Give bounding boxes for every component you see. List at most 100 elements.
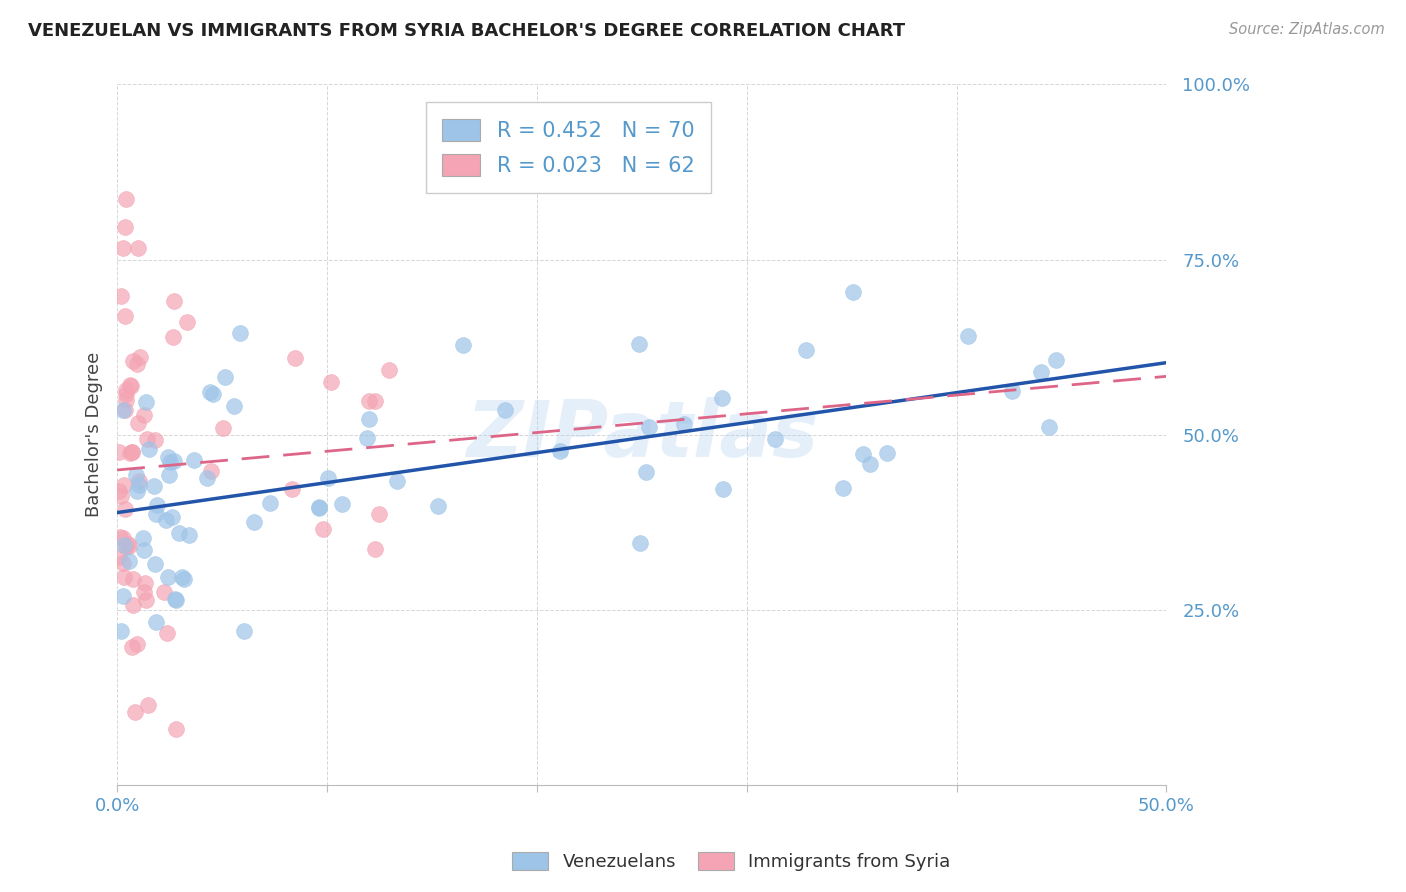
Point: [312, 522, 335, 536]
Point: [163, 453, 186, 467]
Point: [363, 393, 385, 408]
Point: [118, 539, 141, 553]
Point: [842, 285, 865, 300]
Point: [120, 379, 142, 393]
Point: [1001, 384, 1024, 398]
Point: [198, 384, 221, 399]
Point: [125, 467, 148, 482]
Point: [128, 477, 150, 491]
Point: [794, 343, 817, 358]
Point: [308, 501, 330, 516]
Point: [112, 241, 135, 255]
Point: [128, 351, 150, 365]
Point: [165, 593, 187, 607]
Point: [284, 351, 307, 365]
Point: [118, 554, 141, 568]
Point: [132, 409, 155, 423]
Point: [110, 289, 132, 303]
Point: [200, 464, 222, 478]
Point: [711, 391, 734, 405]
Point: [114, 309, 136, 323]
Point: [118, 446, 141, 460]
Point: [165, 722, 187, 736]
Point: [114, 502, 136, 516]
Point: [124, 705, 146, 719]
Point: [172, 570, 194, 584]
Point: [134, 575, 156, 590]
Point: [132, 584, 155, 599]
Point: [157, 468, 180, 483]
Point: [638, 420, 661, 434]
Point: [859, 457, 882, 471]
Legend: R = 0.452   N = 70, R = 0.023   N = 62: R = 0.452 N = 70, R = 0.023 N = 62: [426, 102, 711, 193]
Point: [330, 497, 353, 511]
Point: [201, 387, 224, 401]
Point: [319, 376, 342, 390]
Point: [852, 447, 875, 461]
Point: [308, 500, 330, 515]
Point: [117, 536, 139, 550]
Point: [114, 403, 136, 417]
Point: [163, 294, 186, 309]
Point: [672, 417, 695, 431]
Point: [138, 442, 160, 457]
Point: [173, 572, 195, 586]
Point: [832, 481, 855, 495]
Point: [1045, 353, 1067, 368]
Point: [127, 484, 149, 499]
Point: [112, 538, 135, 552]
Point: [142, 479, 165, 493]
Point: [160, 510, 183, 524]
Point: [128, 474, 150, 488]
Point: [108, 483, 131, 498]
Point: [112, 570, 135, 584]
Point: [628, 337, 651, 351]
Point: [114, 219, 136, 234]
Legend: Venezuelans, Immigrants from Syria: Venezuelans, Immigrants from Syria: [505, 845, 957, 879]
Point: [135, 592, 157, 607]
Point: [155, 513, 177, 527]
Point: [143, 433, 166, 447]
Point: [1029, 365, 1052, 379]
Point: [183, 452, 205, 467]
Point: [111, 557, 134, 571]
Point: [112, 478, 135, 492]
Point: [121, 445, 143, 459]
Point: [145, 615, 167, 629]
Point: [364, 541, 387, 556]
Point: [120, 378, 142, 392]
Point: [1038, 420, 1060, 434]
Point: [357, 412, 380, 426]
Point: [121, 445, 143, 459]
Point: [368, 507, 391, 521]
Point: [550, 444, 572, 458]
Point: [630, 536, 652, 550]
Point: [108, 445, 131, 459]
Point: [122, 572, 145, 586]
Point: [136, 432, 159, 446]
Point: [176, 315, 198, 329]
Point: [127, 357, 149, 371]
Point: [281, 482, 304, 496]
Point: [153, 585, 176, 599]
Text: VENEZUELAN VS IMMIGRANTS FROM SYRIA BACHELOR'S DEGREE CORRELATION CHART: VENEZUELAN VS IMMIGRANTS FROM SYRIA BACH…: [28, 22, 905, 40]
Point: [711, 482, 734, 496]
Point: [146, 498, 169, 512]
Point: [111, 531, 134, 545]
Point: [115, 387, 138, 401]
Point: [195, 470, 218, 484]
Point: [259, 496, 281, 510]
Point: [177, 528, 200, 542]
Point: [159, 454, 181, 468]
Point: [136, 698, 159, 712]
Point: [636, 465, 658, 479]
Point: [453, 338, 475, 352]
Point: [243, 515, 266, 529]
Point: [356, 432, 378, 446]
Point: [145, 557, 167, 571]
Point: [121, 598, 143, 612]
Point: [359, 393, 381, 408]
Point: [385, 474, 408, 488]
Point: [212, 421, 235, 435]
Point: [156, 625, 179, 640]
